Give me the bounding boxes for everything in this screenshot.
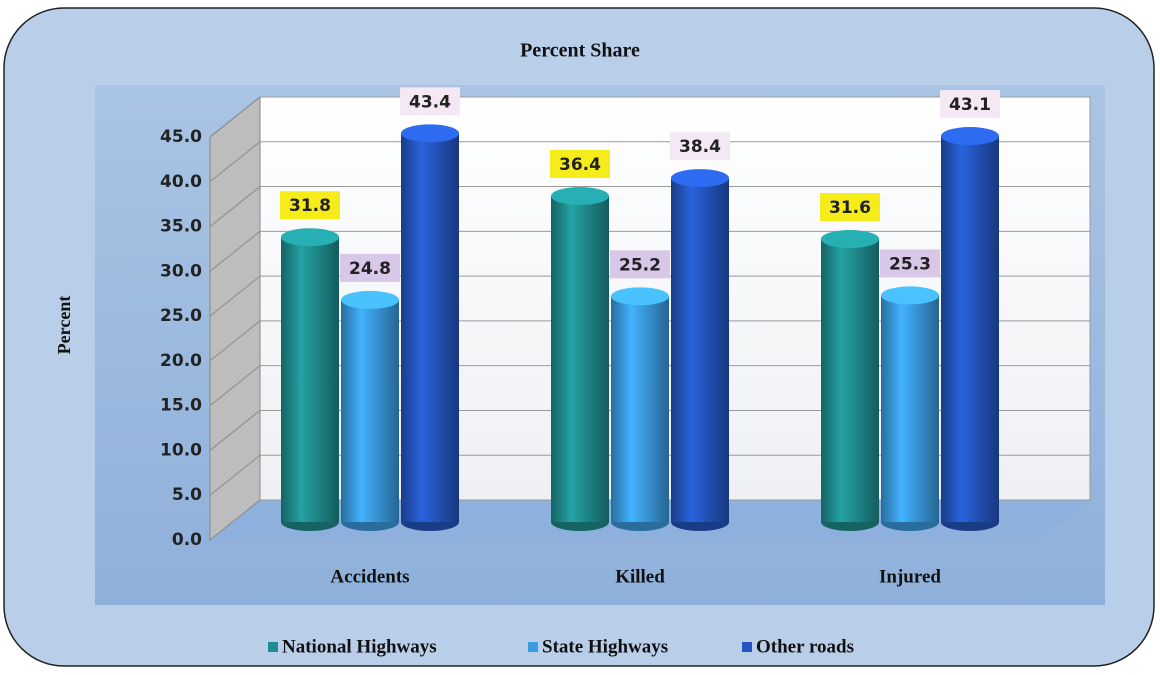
legend-swatch — [528, 642, 538, 652]
y-tick-label: 30.0 — [160, 261, 202, 281]
side-wall — [209, 95, 261, 542]
grid-line-side — [209, 410, 261, 451]
bar-body — [341, 299, 399, 522]
y-tick-label: 5.0 — [172, 485, 202, 505]
y-tick-label: 25.0 — [160, 306, 202, 326]
value-label-bg — [610, 250, 670, 279]
grid-line-side — [209, 96, 261, 138]
y-tick-label: 40.0 — [160, 172, 202, 192]
bar-top — [401, 124, 459, 143]
legend-swatch — [742, 642, 752, 652]
y-tick-label: 35.0 — [160, 217, 202, 237]
bar-top — [611, 287, 669, 306]
bar-top — [881, 286, 939, 305]
bar-body — [671, 178, 729, 522]
x-tick-label: Killed — [615, 566, 665, 587]
bar-top — [821, 230, 879, 249]
grid-line-side — [209, 320, 261, 362]
bar-top — [671, 169, 729, 188]
value-label: 25.3 — [889, 254, 931, 274]
value-label: 38.4 — [679, 137, 721, 157]
value-label-bg — [820, 193, 880, 222]
legend-label: Other roads — [756, 636, 854, 657]
bar: 25.2 — [610, 250, 670, 531]
value-label: 36.4 — [559, 155, 601, 175]
bar-top — [281, 228, 339, 247]
legend-label: State Highways — [542, 636, 668, 657]
bar-body — [401, 133, 459, 522]
grid-line-side — [209, 454, 261, 496]
bar-top — [551, 187, 609, 206]
value-label-bg — [880, 249, 940, 278]
value-label: 31.6 — [829, 198, 871, 218]
bar-body — [551, 196, 609, 523]
legend-label: National Highways — [282, 636, 437, 657]
y-tick-label: 15.0 — [160, 396, 202, 416]
value-label: 43.1 — [949, 95, 991, 115]
y-tick-label: 10.0 — [160, 440, 202, 460]
bar: 43.4 — [400, 87, 460, 531]
bar: 24.8 — [340, 253, 400, 531]
y-tick-label: 0.0 — [172, 530, 202, 550]
bar-body — [611, 296, 669, 522]
bar-body — [821, 239, 879, 522]
grid-line-side — [209, 365, 261, 407]
bar: 31.6 — [820, 193, 880, 531]
y-tick-label: 45.0 — [160, 127, 202, 147]
bar: 31.8 — [280, 191, 340, 531]
bar-body — [881, 295, 939, 522]
value-label-bg — [940, 90, 1000, 119]
value-label-bg — [670, 132, 730, 161]
bar: 43.1 — [940, 90, 1000, 531]
value-label: 43.4 — [409, 92, 451, 112]
value-label-bg — [280, 191, 340, 220]
legend-swatch — [268, 642, 278, 652]
bar-body — [941, 136, 999, 522]
value-label-bg — [340, 253, 400, 282]
grid-line-side — [209, 186, 261, 227]
grid-line-side — [209, 499, 261, 541]
grid-line-side — [209, 275, 261, 317]
x-tick-label: Injured — [879, 566, 941, 587]
y-tick-label: 20.0 — [160, 351, 202, 371]
chart-title: Percent Share — [520, 40, 640, 62]
value-label: 25.2 — [619, 255, 661, 275]
value-label: 31.8 — [289, 196, 331, 216]
value-label-bg — [400, 87, 460, 116]
value-label-bg — [550, 150, 610, 179]
y-axis-label: Percent — [54, 296, 74, 355]
bar-top — [941, 127, 999, 146]
bar: 36.4 — [550, 150, 610, 531]
x-tick-label: Accidents — [330, 566, 409, 587]
bar-top — [341, 290, 399, 309]
grid-line-side — [209, 230, 261, 272]
bar-body — [281, 237, 339, 523]
value-label: 24.8 — [349, 259, 391, 279]
bar: 38.4 — [670, 132, 730, 531]
bar: 25.3 — [880, 249, 940, 531]
grid-line-side — [209, 141, 261, 183]
